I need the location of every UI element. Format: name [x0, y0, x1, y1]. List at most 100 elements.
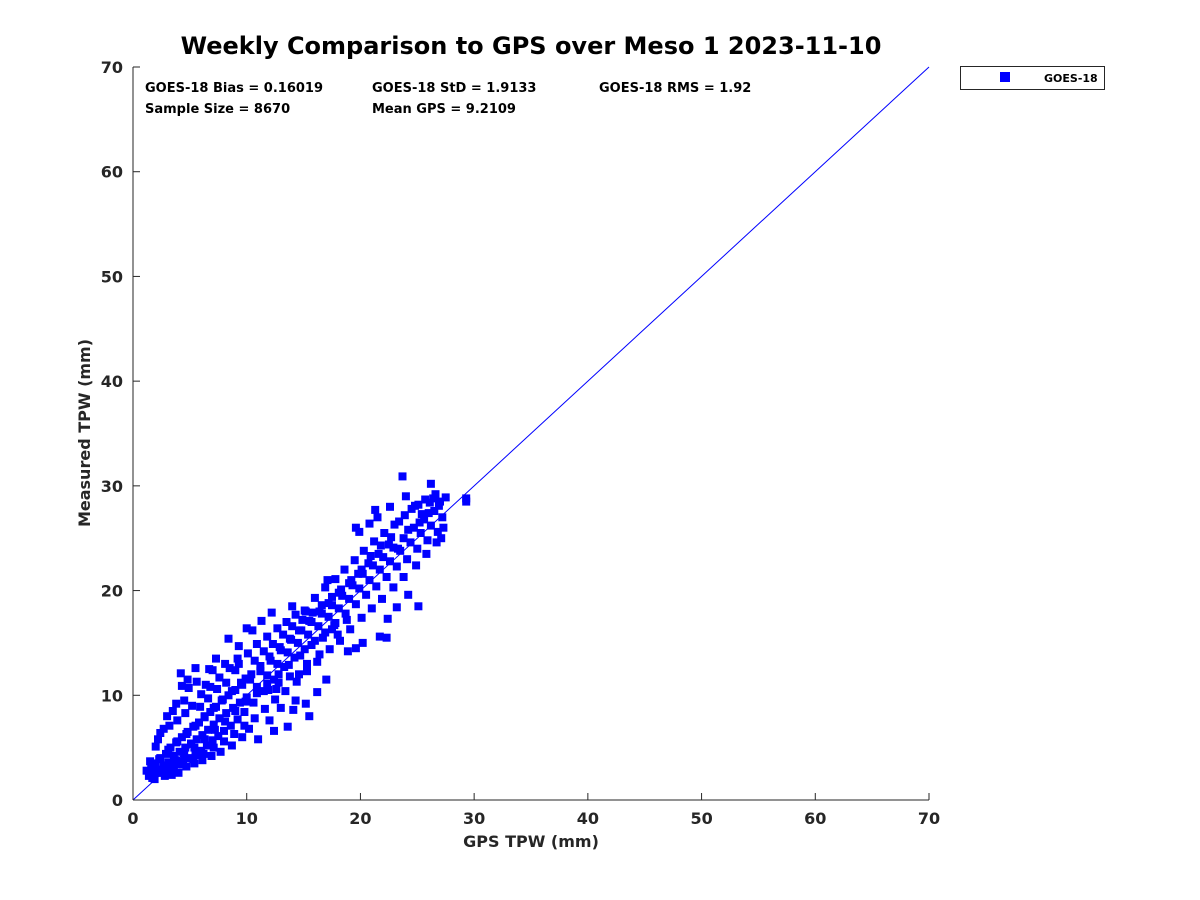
- scatter-point: [209, 743, 218, 752]
- scatter-point: [378, 594, 386, 603]
- scatter-point: [199, 749, 208, 758]
- scatter-point: [414, 602, 423, 611]
- x-tick-label: 10: [236, 809, 258, 828]
- scatter-point: [321, 628, 330, 637]
- scatter-point: [404, 590, 413, 599]
- y-tick-label: 40: [101, 372, 123, 391]
- scatter-point: [163, 712, 172, 721]
- y-tick-label: 30: [101, 477, 123, 496]
- scatter-point: [215, 673, 224, 682]
- scatter-point: [426, 479, 435, 488]
- scatter-point: [165, 721, 174, 730]
- scatter-point: [308, 608, 317, 617]
- scatter-point: [420, 515, 429, 524]
- scatter-point: [372, 582, 381, 591]
- scatter-point: [192, 735, 201, 744]
- scatter-point: [340, 565, 349, 574]
- scatter-point: [432, 538, 441, 547]
- y-axis-ticks: 0 10 20 30 40 50 60 70: [101, 58, 140, 810]
- scatter-point: [430, 507, 439, 515]
- scatter-point: [204, 725, 213, 734]
- scatter-point: [351, 523, 360, 532]
- scatter-point: [225, 664, 234, 673]
- scatter-point: [343, 647, 352, 656]
- scatter-point: [207, 752, 216, 760]
- scatter-point: [250, 714, 259, 723]
- scatter-point: [257, 616, 266, 625]
- scatter-point: [206, 708, 215, 716]
- scatter-point: [346, 625, 355, 634]
- scatter-point: [221, 717, 230, 726]
- scatter-point: [315, 650, 324, 659]
- scatter-point: [181, 709, 190, 718]
- scatter-point: [160, 771, 169, 780]
- scatter-point: [433, 527, 442, 536]
- scatter-point: [224, 634, 233, 643]
- scatter-point: [259, 687, 268, 696]
- scatter-point: [241, 674, 250, 683]
- scatter-point: [333, 630, 342, 639]
- scatter-point: [222, 709, 231, 718]
- scatter-point: [192, 677, 201, 686]
- x-tick-label: 20: [349, 809, 371, 828]
- scatter-point: [273, 659, 282, 668]
- scatter-point: [324, 599, 333, 608]
- scatter-point: [362, 590, 371, 599]
- scatter-point: [273, 624, 282, 633]
- scatter-point: [213, 685, 222, 693]
- scatter-point: [221, 659, 230, 668]
- scatter-point: [291, 696, 300, 705]
- scatter-point: [238, 733, 247, 742]
- scatter-point: [200, 712, 209, 721]
- scatter-point: [198, 756, 207, 765]
- chart-title: Weekly Comparison to GPS over Meso 1 202…: [181, 32, 882, 60]
- scatter-point: [355, 584, 364, 593]
- scatter-point: [233, 715, 242, 724]
- scatter-point: [380, 529, 389, 537]
- scatter-point: [390, 520, 399, 529]
- scatter-point: [293, 638, 302, 647]
- scatter-point: [188, 701, 197, 710]
- scatter-point: [246, 675, 255, 684]
- scatter-point: [288, 602, 297, 611]
- scatter-point: [325, 645, 334, 654]
- scatter-point: [376, 541, 385, 550]
- y-tick-label: 10: [101, 686, 123, 705]
- scatter-point: [252, 640, 261, 648]
- scatter-point: [214, 732, 223, 741]
- y-tick-label: 20: [101, 582, 123, 601]
- scatter-point: [424, 509, 433, 518]
- scatter-point: [256, 667, 265, 676]
- scatter-point: [212, 654, 220, 663]
- scatter-point: [296, 651, 305, 660]
- scatter-point: [310, 636, 319, 645]
- scatter-point: [224, 691, 233, 700]
- scatter-point: [259, 647, 268, 656]
- scatter-point: [155, 755, 164, 764]
- scatter-point: [183, 675, 192, 684]
- scatter-point: [206, 682, 215, 691]
- scatter-point: [357, 613, 366, 622]
- scatter-point: [425, 498, 434, 507]
- scatter-point: [237, 678, 245, 687]
- scatter-points: [142, 472, 471, 784]
- scatter-point: [248, 626, 257, 635]
- scatter-point: [222, 678, 231, 687]
- scatter-point: [400, 511, 409, 520]
- scatter-point: [328, 592, 336, 601]
- x-tick-label: 40: [577, 809, 599, 828]
- scatter-point: [218, 695, 227, 704]
- scatter-point: [173, 737, 182, 746]
- plot-area: 0 10 20 30 40 50 60 70 0 10 20 30 40 50 60 70: [101, 58, 940, 828]
- scatter-point: [386, 502, 394, 511]
- scatter-point: [318, 633, 327, 642]
- scatter-point: [379, 553, 388, 562]
- scatter-point: [300, 645, 309, 654]
- scatter-point: [303, 659, 311, 668]
- scatter-point: [198, 731, 207, 740]
- scatter-point: [184, 684, 193, 692]
- scatter-point: [247, 670, 256, 679]
- scatter-point: [291, 610, 300, 619]
- scatter-point: [154, 735, 162, 744]
